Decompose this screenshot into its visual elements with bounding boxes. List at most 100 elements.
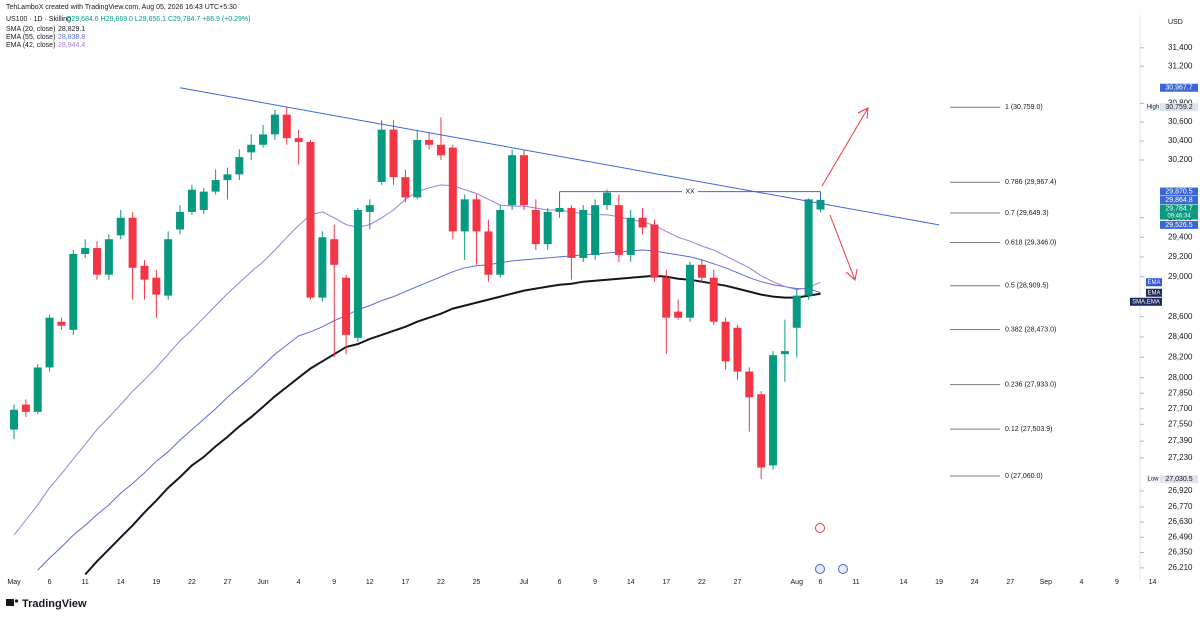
x-tick-label: 9 <box>332 579 336 586</box>
x-tick-label: 11 <box>852 579 859 586</box>
indicator-line <box>84 274 821 576</box>
fib-label: 0.236 (27,933.0) <box>1005 381 1056 388</box>
y-tick-label: 31,400 <box>1168 43 1193 52</box>
arrows <box>821 107 869 281</box>
y-tick-label: 30,200 <box>1168 155 1193 164</box>
y-tick-label: 29,000 <box>1168 272 1193 281</box>
candle-body <box>318 237 327 298</box>
candle-body <box>223 174 232 181</box>
range-label: XX <box>685 188 695 195</box>
candle-body <box>638 217 647 228</box>
y-tick-label: 26,770 <box>1168 502 1193 511</box>
legend-name: EMA (42, close) <box>6 42 55 49</box>
event-icon <box>815 523 825 533</box>
fib-label: 0.5 (28,909.5) <box>1005 283 1049 290</box>
price-tag-label: 29,864.8 <box>1165 197 1192 204</box>
x-tick-label: 19 <box>935 579 943 586</box>
fib-label: 0.7 (29,649.3) <box>1005 210 1049 217</box>
trendline <box>179 87 940 226</box>
candle-body <box>603 192 611 206</box>
x-tick-label: 14 <box>117 579 125 586</box>
x-tick-label: 9 <box>1115 579 1119 586</box>
events <box>815 523 848 574</box>
event-icon <box>815 564 825 574</box>
y-tick-label: 26,630 <box>1168 517 1193 526</box>
x-tick-label: Jun <box>257 579 268 586</box>
candle-body <box>496 209 505 275</box>
candle-body <box>187 189 196 212</box>
x-tick-label: 12 <box>366 579 374 586</box>
y-tick-label: 29,200 <box>1168 252 1193 261</box>
legend-value: 28,944.4 <box>58 42 85 49</box>
x-tick-label: 14 <box>627 579 635 586</box>
candle-body <box>81 248 90 254</box>
y-tick-label: 27,230 <box>1168 453 1193 462</box>
x-tick-label: Sep <box>1040 579 1053 586</box>
y-tick-label: 31,200 <box>1168 61 1193 70</box>
candle-body <box>780 351 789 355</box>
x-tick-label: 27 <box>734 579 742 586</box>
x-tick-label: 17 <box>401 579 409 586</box>
candle-body <box>10 409 18 430</box>
x-tick-label: Jul <box>520 579 529 586</box>
candle-body <box>792 295 801 328</box>
candle-body <box>425 140 434 145</box>
candle-body <box>401 177 410 198</box>
price-tag-note: High <box>1147 105 1159 111</box>
y-tick-label: 26,210 <box>1168 563 1193 572</box>
candle-body <box>460 199 469 232</box>
price-tag-label: 27,030.5 <box>1165 476 1192 483</box>
candle-body <box>674 311 683 318</box>
x-tick-label: 6 <box>558 579 562 586</box>
candle-body <box>709 277 718 322</box>
candle-body <box>508 155 517 206</box>
x-tick-label: Aug <box>791 579 804 586</box>
candle-body <box>57 321 66 326</box>
x-tick-label: 9 <box>593 579 597 586</box>
x-tick-label: 19 <box>152 579 160 586</box>
candle-body <box>116 217 125 236</box>
candle-body <box>519 155 528 206</box>
y-tick-label: 27,700 <box>1168 404 1193 413</box>
candle-body <box>235 157 244 175</box>
candle-body <box>436 144 445 156</box>
price-tag-label: 30,759.2 <box>1165 104 1192 111</box>
candle-body <box>282 114 291 139</box>
candle-body <box>377 129 386 182</box>
candle-body <box>686 264 695 318</box>
logo-mark <box>14 599 19 603</box>
price-tag <box>1160 187 1198 196</box>
candle-body <box>555 208 564 212</box>
fib-label: 0.618 (29,346.0) <box>1005 239 1056 246</box>
candle-body <box>472 199 481 232</box>
x-tick-label: 22 <box>188 579 196 586</box>
x-tick-label: 14 <box>900 579 908 586</box>
candle-body <box>591 205 600 255</box>
legend-value: 28,838.8 <box>58 34 85 41</box>
arrow-down <box>829 214 856 281</box>
price-tag <box>1160 196 1198 205</box>
x-tick-label: 4 <box>297 579 301 586</box>
price-tag-note-bg <box>1146 103 1160 112</box>
credit: TehLamboX created with TradingView.com, … <box>6 4 237 11</box>
candle-body <box>164 239 173 296</box>
y-tick-label: 28,000 <box>1168 373 1193 382</box>
price-tag-label: 29,784.7 <box>1165 205 1192 212</box>
x-tick-label: 22 <box>437 579 445 586</box>
y-tick-label: 30,400 <box>1168 136 1193 145</box>
candle-body <box>33 367 42 412</box>
candle-body <box>365 205 374 212</box>
price-tag <box>1160 83 1198 92</box>
event-icon <box>838 564 848 574</box>
candle-body <box>697 264 706 278</box>
indicator-tag-label: EMA <box>1147 280 1160 286</box>
price-tag <box>1160 204 1198 213</box>
candle-body <box>484 231 493 275</box>
indicator-tag-label: EMA <box>1147 290 1160 296</box>
arrow-up <box>821 107 869 187</box>
candle-body <box>816 199 825 210</box>
candle-body <box>579 209 588 258</box>
indicator-tag-label: SMA,EMA <box>1132 299 1160 305</box>
y-tick-label: 28,200 <box>1168 352 1193 361</box>
